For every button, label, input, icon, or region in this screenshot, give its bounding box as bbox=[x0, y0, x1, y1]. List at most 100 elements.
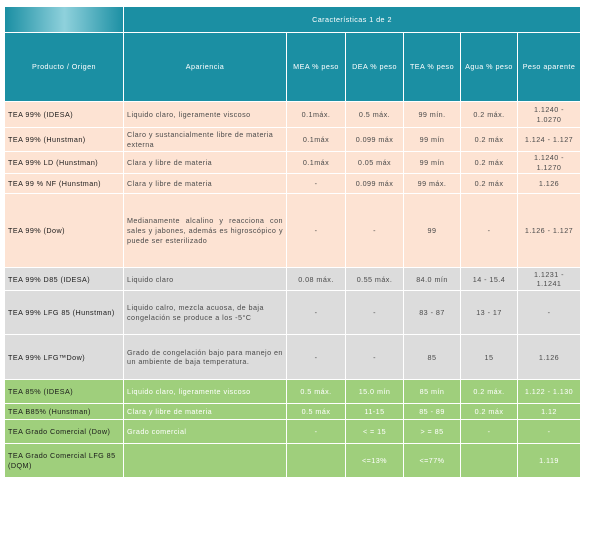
mea-cell: 0.1máx. bbox=[286, 101, 346, 128]
appearance-cell: Clara y libre de materia bbox=[123, 173, 287, 195]
table-row: TEA 99% (IDESA) Liquido claro, ligerament… bbox=[4, 101, 581, 128]
tea-cell: 99 mín. bbox=[403, 101, 461, 128]
product-cell: TEA 99% (IDESA) bbox=[4, 101, 124, 128]
table-row: TEA B85% (Hunstman) Clara y libre de mate… bbox=[4, 403, 581, 421]
weight-cell: 1.122 - 1.130 bbox=[517, 379, 581, 405]
characteristics-table: Características 1 de 2 Producto / Origen… bbox=[4, 6, 581, 479]
appearance-cell: Liquido claro, ligeramente viscoso bbox=[123, 379, 287, 405]
water-cell: - bbox=[460, 419, 518, 445]
water-cell: 13 - 17 bbox=[460, 290, 518, 336]
column-header-row: Producto / Origen Apariencia MEA % peso … bbox=[4, 32, 581, 102]
characteristics-table-container: Características 1 de 2 Producto / Origen… bbox=[4, 6, 581, 479]
tea-cell: 83 - 87 bbox=[403, 290, 461, 336]
table-row: TEA 99% (Hunstman) Claro y sustancialment… bbox=[4, 127, 581, 152]
appearance-cell: Liquido claro bbox=[123, 267, 287, 292]
dea-cell: < = 15 bbox=[345, 419, 404, 445]
dea-cell: <=13% bbox=[345, 443, 404, 479]
mea-cell: 0.1máx bbox=[286, 150, 346, 175]
tea-cell: 99 mín bbox=[403, 150, 461, 175]
dea-cell: 0.099 máx bbox=[345, 127, 404, 152]
mea-cell: 0.5 máx. bbox=[286, 379, 346, 405]
water-cell: 0.2 máx bbox=[460, 150, 518, 175]
weight-cell: 1.119 bbox=[517, 443, 581, 479]
table-row: TEA 99% LFG™Dow) Grado de congelación baj… bbox=[4, 334, 581, 381]
header-product: Producto / Origen bbox=[4, 32, 124, 102]
tea-cell: 99 mín bbox=[403, 127, 461, 152]
appearance-cell: Grado de congelación bajo para manejo en… bbox=[123, 334, 287, 381]
mea-cell: 0.5 máx bbox=[286, 403, 346, 421]
tea-cell: <=77% bbox=[403, 443, 461, 479]
product-cell: TEA 99% LFG 85 (Hunstman) bbox=[4, 290, 124, 336]
table-body: TEA 99% (IDESA) Liquido claro, ligerament… bbox=[4, 101, 581, 479]
weight-cell: 1.126 bbox=[517, 173, 581, 195]
product-cell: TEA Grado Comercial LFG 85 (DQM) bbox=[4, 443, 124, 479]
table-row: TEA 99% (Dow) Medianamente alcalino y rea… bbox=[4, 193, 581, 269]
appearance-cell: Claro y sustancialmente libre de materia… bbox=[123, 127, 287, 152]
dea-cell: - bbox=[345, 193, 404, 269]
appearance-cell: Medianamente alcalino y reacciona con sa… bbox=[123, 193, 287, 269]
weight-cell: 1.126 - 1.127 bbox=[517, 193, 581, 269]
table-title-row: Características 1 de 2 bbox=[4, 6, 581, 33]
product-cell: TEA 99 % NF (Hunstman) bbox=[4, 173, 124, 195]
header-weight: Peso aparente bbox=[517, 32, 581, 102]
water-cell: 0.2 máx bbox=[460, 403, 518, 421]
tea-cell: 84.0 mín bbox=[403, 267, 461, 292]
dea-cell: 11-15 bbox=[345, 403, 404, 421]
mea-cell: - bbox=[286, 334, 346, 381]
table-row: TEA Grado Comercial LFG 85 (DQM) <=13% <=7… bbox=[4, 443, 581, 479]
table-row: TEA Grado Comercial (Dow) Grado comercial… bbox=[4, 419, 581, 445]
product-cell: TEA 99% (Hunstman) bbox=[4, 127, 124, 152]
product-cell: TEA 99% LFG™Dow) bbox=[4, 334, 124, 381]
product-cell: TEA Grado Comercial (Dow) bbox=[4, 419, 124, 445]
dea-cell: - bbox=[345, 334, 404, 381]
header-appearance: Apariencia bbox=[123, 32, 287, 102]
weight-cell: 1.1231 - 1.1241 bbox=[517, 267, 581, 292]
tea-cell: 99 bbox=[403, 193, 461, 269]
appearance-cell: Liquido claro, ligeramente viscoso bbox=[123, 101, 287, 128]
table-row: TEA 99% LFG 85 (Hunstman) Liquido calro, … bbox=[4, 290, 581, 336]
water-cell bbox=[460, 443, 518, 479]
table-row: TEA 99 % NF (Hunstman) Clara y libre de m… bbox=[4, 173, 581, 195]
tea-cell: 85 - 89 bbox=[403, 403, 461, 421]
mea-cell: 0.08 máx. bbox=[286, 267, 346, 292]
weight-cell: 1.1240 - 1.0270 bbox=[517, 101, 581, 128]
mea-cell bbox=[286, 443, 346, 479]
appearance-cell: Liquido calro, mezcla acuosa, de baja co… bbox=[123, 290, 287, 336]
water-cell: - bbox=[460, 193, 518, 269]
mea-cell: - bbox=[286, 419, 346, 445]
mea-cell: - bbox=[286, 290, 346, 336]
appearance-cell bbox=[123, 443, 287, 479]
weight-cell: 1.12 bbox=[517, 403, 581, 421]
dea-cell: 0.5 máx. bbox=[345, 101, 404, 128]
tea-cell: 85 mín bbox=[403, 379, 461, 405]
header-tea: TEA % peso bbox=[403, 32, 461, 102]
mea-cell: - bbox=[286, 193, 346, 269]
product-cell: TEA 99% D85 (IDESA) bbox=[4, 267, 124, 292]
tea-cell: > = 85 bbox=[403, 419, 461, 445]
header-dea: DEA % peso bbox=[345, 32, 404, 102]
dea-cell: - bbox=[345, 290, 404, 336]
mea-cell: - bbox=[286, 173, 346, 195]
weight-cell: - bbox=[517, 419, 581, 445]
dea-cell: 0.05 máx bbox=[345, 150, 404, 175]
water-cell: 0.2 máx. bbox=[460, 101, 518, 128]
water-cell: 0.2 máx bbox=[460, 127, 518, 152]
table-row: TEA 99% D85 (IDESA) Liquido claro 0.08 máx… bbox=[4, 267, 581, 292]
table-row: TEA 99% LD (Hunstman) Clara y libre de ma… bbox=[4, 150, 581, 175]
product-cell: TEA 99% LD (Hunstman) bbox=[4, 150, 124, 175]
product-cell: TEA B85% (Hunstman) bbox=[4, 403, 124, 421]
table-title: Características 1 de 2 bbox=[123, 6, 581, 33]
water-cell: 14 - 15.4 bbox=[460, 267, 518, 292]
product-cell: TEA 85% (IDESA) bbox=[4, 379, 124, 405]
water-cell: 0.2 máx. bbox=[460, 379, 518, 405]
weight-cell: 1.124 - 1.127 bbox=[517, 127, 581, 152]
dea-cell: 0.55 máx. bbox=[345, 267, 404, 292]
product-cell: TEA 99% (Dow) bbox=[4, 193, 124, 269]
header-corner-cell bbox=[4, 6, 124, 33]
tea-cell: 85 bbox=[403, 334, 461, 381]
water-cell: 15 bbox=[460, 334, 518, 381]
appearance-cell: Clara y libre de materia bbox=[123, 150, 287, 175]
appearance-cell: Clara y libre de materia bbox=[123, 403, 287, 421]
weight-cell: - bbox=[517, 290, 581, 336]
dea-cell: 0.099 máx bbox=[345, 173, 404, 195]
